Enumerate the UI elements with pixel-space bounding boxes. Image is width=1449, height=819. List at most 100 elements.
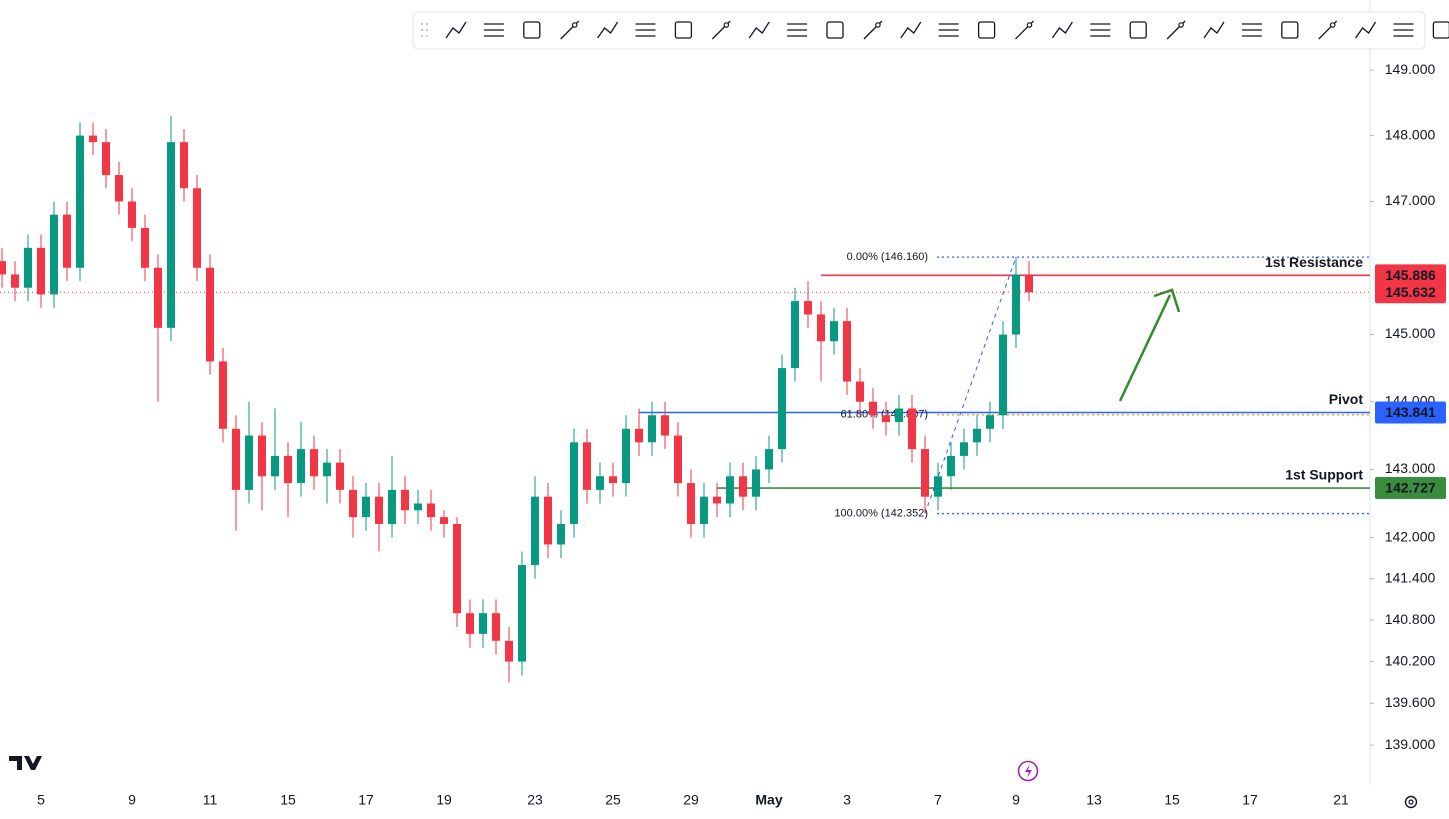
y-tick-label: 139.000 — [1385, 736, 1436, 752]
candle-body — [24, 247, 32, 288]
drawing-toolbar[interactable] — [412, 11, 1449, 50]
toolbar-icon[interactable] — [1355, 21, 1377, 39]
candle-body — [388, 489, 396, 524]
candle-body — [739, 476, 747, 497]
price-tag — [1375, 281, 1446, 304]
toolbar-icon[interactable] — [483, 23, 504, 37]
candle-body — [999, 334, 1007, 416]
y-tick-label: 148.000 — [1385, 126, 1436, 142]
toolbar-icon[interactable] — [748, 21, 770, 39]
toolbar-icon[interactable] — [523, 21, 541, 39]
toolbar-icon[interactable] — [1015, 20, 1034, 40]
candle-body — [258, 435, 266, 477]
y-tick-label: 140.800 — [1385, 611, 1436, 627]
fib-label: 100.00% (142.352) — [834, 507, 928, 519]
x-tick-label: 15 — [1164, 792, 1180, 808]
candle-body — [622, 428, 630, 484]
candle-body — [284, 455, 292, 484]
settings-icon[interactable] — [1404, 795, 1418, 809]
lightning-icon[interactable] — [1017, 760, 1039, 782]
toolbar-box — [412, 11, 1426, 50]
candle-body — [765, 449, 773, 470]
toolbar-grip — [421, 23, 423, 25]
candle-body — [895, 408, 903, 423]
candle-body — [310, 449, 318, 477]
toolbar-icon[interactable] — [863, 20, 883, 40]
icon-glyph — [523, 21, 541, 39]
fib-label: 0.00% (146.160) — [847, 251, 928, 263]
icon-glyph — [597, 21, 619, 39]
candle-body — [804, 301, 812, 315]
candle-body — [648, 415, 656, 443]
toolbar-icon[interactable] — [560, 20, 580, 40]
x-tick-label: 5 — [37, 792, 45, 808]
candle-body — [154, 267, 162, 328]
toolbar-grip — [421, 35, 423, 37]
price-tag-label: 143.841 — [1385, 404, 1436, 420]
candle-body — [466, 613, 474, 634]
icon-glyph — [938, 23, 959, 37]
toolbar-icon[interactable] — [1241, 23, 1262, 37]
candle-body — [713, 496, 721, 504]
y-tick-label: 139.600 — [1385, 694, 1436, 710]
icon-glyph — [826, 21, 844, 39]
toolbar-icon[interactable] — [1393, 23, 1414, 37]
candle-body — [1012, 274, 1020, 335]
toolbar-icon[interactable] — [1129, 21, 1147, 39]
candle-body — [1025, 274, 1033, 293]
price-tag — [1375, 477, 1446, 500]
toolbar-icon[interactable] — [826, 21, 844, 39]
toolbar-icon[interactable] — [711, 20, 731, 40]
icon-glyph — [1241, 23, 1262, 37]
icon-glyph — [1203, 21, 1225, 39]
toolbar-icon[interactable] — [1166, 20, 1186, 40]
icon-glyph — [1026, 22, 1033, 28]
candle-body — [453, 523, 461, 614]
toolbar-icon[interactable] — [977, 21, 996, 39]
candle-body — [375, 496, 383, 524]
fib-label: 61.80% (143.807) — [841, 409, 928, 421]
level-label: 1st Resistance — [1265, 254, 1363, 270]
x-tick-label: 9 — [1012, 792, 1020, 808]
toolbar-icon[interactable] — [1318, 20, 1338, 40]
toolbar-icon[interactable] — [597, 21, 619, 39]
toolbar-icon[interactable] — [1090, 23, 1111, 37]
candle-body — [791, 301, 799, 369]
toolbar-icon[interactable] — [1281, 21, 1299, 39]
toolbar-icon[interactable] — [635, 23, 656, 37]
price-tag-label: 145.632 — [1385, 284, 1436, 300]
candle-body — [232, 428, 240, 490]
toolbar-icon[interactable] — [1051, 21, 1073, 39]
y-tick-label: 142.000 — [1385, 528, 1436, 544]
toolbar-icon[interactable] — [1203, 21, 1225, 39]
candle-body — [167, 142, 175, 328]
x-tick-label: 7 — [934, 792, 942, 808]
y-tick-label: 141.400 — [1385, 569, 1436, 585]
toolbar-icon[interactable] — [900, 21, 922, 39]
candle-body — [843, 321, 851, 382]
candle-body — [635, 428, 643, 443]
x-tick-label: 9 — [128, 792, 136, 808]
toolbar-grip — [421, 29, 423, 31]
x-tick-label: 11 — [203, 792, 218, 808]
candle-body — [427, 503, 435, 518]
candle-body — [479, 613, 487, 634]
candle-body — [141, 227, 149, 268]
level-label: Pivot — [1329, 391, 1364, 407]
icon-glyph — [977, 21, 996, 39]
tradingview-logo — [9, 756, 42, 770]
candle-body — [583, 442, 591, 490]
x-tick-label: 17 — [1242, 792, 1258, 808]
x-tick-label: 17 — [358, 792, 374, 808]
candle-body — [349, 489, 357, 518]
y-tick-label: 145.000 — [1385, 325, 1436, 341]
toolbar-icon[interactable] — [787, 23, 808, 37]
toolbar-icon[interactable] — [674, 21, 693, 39]
toolbar-grip — [426, 35, 428, 37]
x-tick-label: 25 — [605, 792, 621, 808]
toolbar-icon[interactable] — [938, 23, 959, 37]
toolbar-icon[interactable] — [1432, 21, 1449, 39]
toolbar-icon[interactable] — [445, 21, 467, 39]
y-tick-label: 140.200 — [1385, 652, 1436, 668]
candle-body — [557, 523, 565, 545]
